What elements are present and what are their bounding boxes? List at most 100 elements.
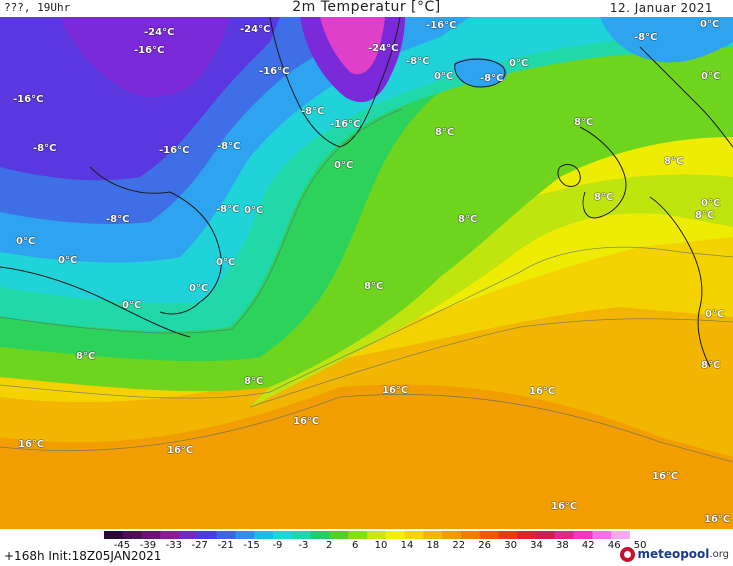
temperature-label: 0°C (334, 160, 354, 171)
scale-swatch (460, 531, 481, 539)
scale-swatch (517, 531, 537, 539)
scale-tick-label: -33 (165, 540, 182, 551)
temperature-label: -16°C (330, 119, 361, 130)
temperature-label: -16°C (134, 45, 165, 56)
temperature-label: 0°C (16, 236, 36, 247)
scale-swatch (554, 531, 575, 539)
temperature-label: 8°C (76, 351, 96, 362)
scale-tick-label: -39 (139, 540, 157, 551)
temperature-label: 8°C (574, 117, 594, 128)
map-header: ???, 19Uhr 2m Temperatur [°C] 12. Januar… (0, 0, 733, 17)
scale-swatch (498, 531, 518, 539)
temperature-label: 0°C (705, 309, 725, 320)
temperature-label: 16°C (704, 514, 731, 525)
scale-tick-label: 46 (607, 540, 621, 551)
map-footer: -45 -39 -33 -27 -21 -15 -9 -3 2 6 10 14 18 22 26 30 34 38… (0, 529, 733, 566)
color-scale-bar (104, 531, 630, 539)
temperature-label: 16°C (382, 385, 409, 396)
france-spain-coast (649, 196, 711, 368)
temperature-label: 0°C (700, 19, 720, 30)
scale-swatch (479, 531, 499, 539)
temperature-label: -16°C (426, 20, 457, 31)
scale-swatch (404, 531, 424, 539)
temperature-label: 0°C (701, 71, 721, 82)
temperature-label: -8°C (217, 141, 241, 152)
logo-tld: .org (709, 548, 729, 560)
zone-22C (0, 384, 733, 529)
isotherm-12C (249, 318, 733, 408)
scale-tick-label: 30 (504, 540, 517, 551)
scale-swatch (104, 531, 124, 539)
scale-tick-label: 2 (326, 540, 333, 551)
scale-tick-label: 26 (478, 540, 492, 551)
temperature-label: 16°C (167, 445, 194, 456)
scale-tick-label: 50 (633, 540, 647, 551)
temperature-label: 8°C (701, 360, 721, 371)
temperature-label: 0°C (434, 71, 454, 82)
temperature-label: 8°C (458, 214, 478, 225)
temperature-label: 16°C (551, 501, 578, 512)
scale-swatch (197, 531, 218, 539)
temperature-label: 8°C (364, 281, 384, 292)
scale-swatch (273, 531, 293, 539)
scale-tick-label: -3 (298, 540, 309, 551)
zone-minus24C (60, 17, 230, 98)
temperature-label: -16°C (159, 145, 190, 156)
scale-swatch (592, 531, 612, 539)
temperature-label: 8°C (664, 156, 684, 167)
coastlines (0, 17, 733, 368)
scale-tick-label: 14 (400, 540, 414, 551)
temperature-label: -8°C (634, 32, 658, 43)
scale-swatch (122, 531, 143, 539)
iceland-coast (454, 58, 506, 88)
scale-tick-label: 10 (374, 540, 388, 551)
meteopool-logo-icon (620, 546, 636, 562)
forecast-run-info: +168h Init:18Z05JAN2021 (4, 549, 162, 563)
temperature-label: -24°C (368, 43, 399, 54)
scale-tick-label: 18 (426, 540, 440, 551)
scale-tick-label: -9 (272, 540, 283, 551)
isotherm-10C (0, 246, 733, 399)
forecast-time-label: ???, 19Uhr (4, 1, 71, 14)
scale-swatch (367, 531, 387, 539)
map-canvas (0, 17, 733, 529)
temperature-label: 16°C (293, 416, 320, 427)
temperature-label: 8°C (244, 376, 264, 387)
norway-coast (639, 46, 733, 148)
temperature-label: -8°C (406, 56, 430, 67)
temperature-label: 0°C (189, 283, 209, 294)
temperature-label: -24°C (144, 27, 175, 38)
temperature-label: 0°C (216, 257, 236, 268)
temperature-label: -8°C (480, 73, 504, 84)
scale-swatch (536, 531, 556, 539)
logo-name: meteopool (637, 547, 710, 561)
ireland-coast (557, 164, 581, 188)
scale-tick-label: 6 (351, 540, 359, 551)
scale-swatch (329, 531, 349, 539)
temperature-label: 8°C (435, 127, 455, 138)
temperature-label: -16°C (13, 94, 44, 105)
temperature-label: 0°C (244, 205, 264, 216)
scale-swatch (141, 531, 161, 539)
scale-tick-label: 22 (452, 540, 466, 551)
scale-swatch (442, 531, 462, 539)
temperature-label: 8°C (695, 210, 715, 221)
temperature-label: 0°C (701, 198, 721, 209)
temperature-label: -8°C (33, 143, 57, 154)
isotherm-16C (0, 394, 733, 463)
scale-tick-label: -27 (191, 540, 208, 551)
scale-swatch (385, 531, 406, 539)
meteopool-logo[interactable]: meteopool .org (620, 545, 729, 563)
temperature-label: 8°C (594, 192, 614, 203)
temperature-label: 16°C (529, 386, 556, 397)
scale-swatch (160, 531, 180, 539)
greenland-magenta-core (320, 17, 385, 75)
temperature-map[interactable]: -24°C -24°C -16°C -16°C -24°C -8°C 0°C -8°C 0°C -… (0, 17, 733, 529)
temperature-label: 16°C (18, 439, 45, 450)
scale-tick-label: -15 (243, 540, 260, 551)
temperature-label: -8°C (301, 106, 325, 117)
color-scale-ticks: -45 -39 -33 -27 -21 -15 -9 -3 2 6 10 14 18 22 26 30 34 38… (104, 540, 647, 554)
scale-swatch (179, 531, 199, 539)
canada-east-coast (0, 266, 191, 338)
scale-tick-label: 38 (556, 540, 569, 551)
